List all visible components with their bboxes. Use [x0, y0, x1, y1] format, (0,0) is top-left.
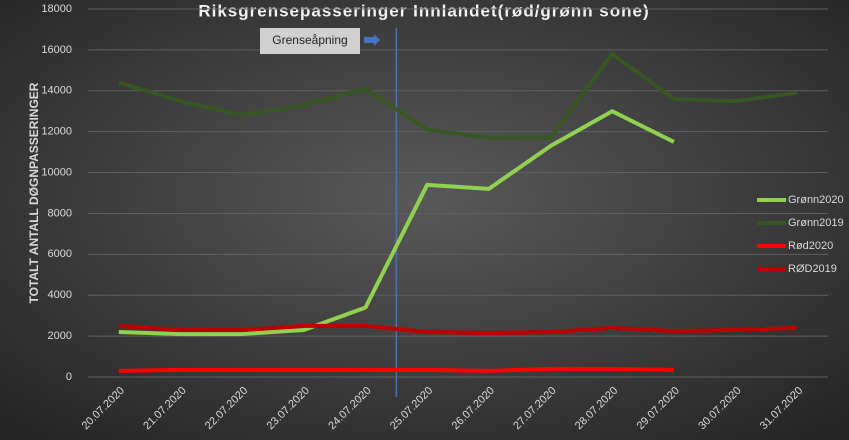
- legend-label: RØD2019: [788, 263, 837, 275]
- y-tick-label: 14000: [41, 85, 72, 97]
- y-tick-label: 16000: [41, 44, 72, 56]
- annotation: Grenseåpning: [272, 33, 347, 47]
- y-tick-label: 2000: [48, 330, 72, 342]
- y-tick-label: 6000: [48, 248, 72, 260]
- y-tick-label: 18000: [41, 3, 72, 15]
- legend-label: Grønn2019: [788, 217, 844, 229]
- y-tick-label: 12000: [41, 126, 72, 138]
- line: [118, 366, 674, 373]
- line: [118, 323, 798, 336]
- y-tick-label: 10000: [41, 166, 72, 178]
- legend-label: Grønn2020: [788, 194, 844, 206]
- annotation-arrow: [364, 34, 380, 46]
- annotation-box: [260, 28, 360, 54]
- line: [118, 109, 675, 337]
- y-tick-label: 0: [66, 371, 72, 383]
- y-tick-label: 4000: [48, 289, 72, 301]
- legend-label: Rød2020: [788, 240, 833, 252]
- chart-title: Riksgrensepasseringer Innlandet(rød/grøn…: [198, 1, 649, 20]
- y-tick-label: 8000: [48, 207, 72, 219]
- y-axis-label: TOTALT ANTALL DØGNPASSERINGER: [27, 82, 41, 303]
- line: [118, 51, 798, 140]
